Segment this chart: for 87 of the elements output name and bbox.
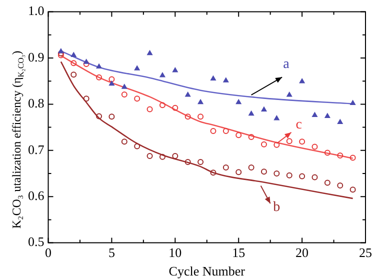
y-tick-label: 0.5 <box>28 234 44 250</box>
point <box>109 80 114 86</box>
point <box>260 168 267 175</box>
y-tick-label: 0.9 <box>28 49 44 64</box>
point <box>248 164 254 170</box>
point <box>121 92 128 98</box>
point <box>84 59 89 64</box>
annotation: a <box>283 56 290 72</box>
annotation: b <box>273 200 280 215</box>
point <box>147 50 152 56</box>
point <box>337 182 344 189</box>
point <box>184 114 191 120</box>
point <box>83 61 90 68</box>
point <box>324 113 330 118</box>
point <box>337 152 344 158</box>
line-series <box>60 61 354 200</box>
point <box>312 174 318 180</box>
point <box>96 64 102 69</box>
x-tick-label: 15 <box>232 245 246 260</box>
point <box>96 74 102 80</box>
x-tick-label: 10 <box>168 245 182 260</box>
point <box>198 114 204 120</box>
point <box>236 169 242 176</box>
point <box>134 143 140 150</box>
point <box>184 158 191 165</box>
point <box>134 96 140 102</box>
point <box>108 76 115 82</box>
x-tick-label: 20 <box>296 245 309 260</box>
annotation: c <box>296 118 302 133</box>
point <box>108 114 115 120</box>
point <box>159 102 166 108</box>
y-tick-label: 0.6 <box>28 188 45 204</box>
x-axis-title: Cycle Number <box>168 264 246 279</box>
point <box>261 106 267 112</box>
point <box>172 152 178 159</box>
point <box>210 76 216 81</box>
x-tick-label: 5 <box>108 245 115 260</box>
point <box>312 144 318 150</box>
point <box>210 128 216 134</box>
point <box>286 92 292 97</box>
point <box>324 150 330 156</box>
point <box>172 104 178 111</box>
point <box>172 67 178 72</box>
point <box>350 100 356 106</box>
point <box>248 134 254 140</box>
point <box>122 84 128 89</box>
point <box>274 142 280 148</box>
point <box>134 66 140 70</box>
point <box>198 99 204 104</box>
point <box>286 172 292 178</box>
point <box>236 99 242 104</box>
point <box>350 154 356 161</box>
point <box>350 186 356 193</box>
point <box>96 113 102 120</box>
point <box>159 154 166 160</box>
point <box>121 138 128 145</box>
point <box>299 78 305 84</box>
point <box>337 119 343 124</box>
x-tick-label: 25 <box>359 245 372 260</box>
point <box>324 180 330 186</box>
point <box>299 173 306 180</box>
x-tick-label: 0 <box>45 245 52 260</box>
point <box>286 138 292 144</box>
point <box>210 170 216 176</box>
y-tick-label: 1.0 <box>28 3 44 18</box>
point <box>299 138 306 145</box>
point <box>70 60 77 66</box>
point <box>83 96 90 102</box>
point <box>198 158 204 165</box>
point <box>70 52 76 57</box>
y-tick-label: 0.8 <box>28 96 44 111</box>
y-tick-label: 0.7 <box>28 142 45 157</box>
point <box>146 152 153 159</box>
point <box>160 72 166 78</box>
point <box>70 72 77 78</box>
point <box>312 112 318 118</box>
point <box>146 106 153 112</box>
point <box>222 128 229 134</box>
point <box>58 48 64 54</box>
point <box>274 170 280 176</box>
point <box>223 78 229 82</box>
point <box>236 132 242 138</box>
point <box>248 110 254 116</box>
point <box>260 141 267 148</box>
point <box>185 92 191 97</box>
point <box>222 164 229 170</box>
point <box>274 116 280 120</box>
